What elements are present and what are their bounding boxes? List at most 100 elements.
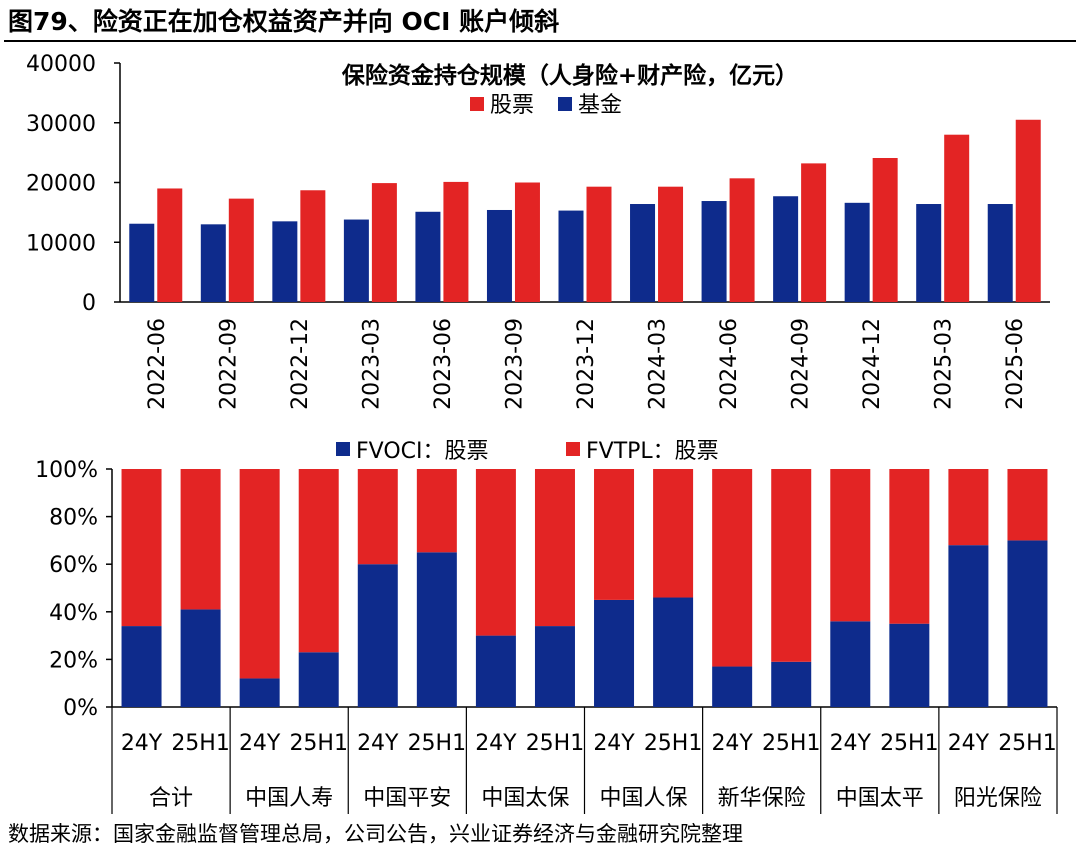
period-label: 25H1 bbox=[289, 731, 348, 756]
bar-fvoci bbox=[830, 621, 871, 707]
bar-fund bbox=[486, 209, 512, 302]
bar-fvoci bbox=[534, 626, 575, 707]
bar-stock bbox=[514, 182, 540, 302]
period-label: 25H1 bbox=[408, 731, 467, 756]
bar-fvoci bbox=[416, 552, 457, 707]
bar-stock bbox=[729, 178, 755, 302]
bar-stock bbox=[1015, 119, 1041, 302]
period-label: 24Y bbox=[830, 731, 872, 756]
x-tick-label: 2024-12 bbox=[860, 318, 885, 410]
bar-fvoci bbox=[653, 597, 694, 707]
x-tick-label: 2025-06 bbox=[1003, 318, 1028, 410]
bar-fvtpl bbox=[594, 469, 635, 600]
bar-fvtpl bbox=[121, 469, 162, 627]
bar-fund bbox=[272, 221, 298, 302]
bar-stock bbox=[658, 186, 684, 302]
legend-swatch-fvoci bbox=[336, 442, 350, 456]
bar-fvoci bbox=[594, 599, 635, 707]
bar-fvtpl bbox=[712, 469, 753, 667]
group-label: 阳光保险 bbox=[954, 786, 1042, 811]
bar-fvoci bbox=[712, 666, 753, 707]
oci-stacked-bar-chart: FVOCI：股票 FVTPL：股票 0% 20% 40% 60% 80% 100% 24Y 25H… bbox=[35, 439, 1058, 814]
period-label: 24Y bbox=[711, 731, 753, 756]
bar-fvoci bbox=[298, 652, 339, 707]
period-label: 25H1 bbox=[526, 731, 585, 756]
bar-fvtpl bbox=[416, 469, 457, 553]
bar-fvoci bbox=[475, 635, 516, 707]
bar-stock bbox=[300, 190, 326, 302]
bar-fvoci bbox=[121, 626, 162, 707]
period-label: 25H1 bbox=[880, 731, 939, 756]
data-source-note: 数据来源：国家金融监督管理总局，公司公告，兴业证券经济与金融研究院整理 bbox=[8, 822, 743, 846]
period-label: 24Y bbox=[475, 731, 517, 756]
bar-fund bbox=[773, 196, 799, 302]
bar-fvoci bbox=[948, 545, 989, 707]
bar-fund bbox=[916, 204, 942, 302]
period-label: 24Y bbox=[593, 731, 635, 756]
period-label: 25H1 bbox=[762, 731, 821, 756]
bar-stock bbox=[157, 188, 183, 302]
group-label: 中国平安 bbox=[363, 786, 451, 811]
bar-stock bbox=[586, 186, 612, 302]
bar-fvtpl bbox=[771, 469, 812, 662]
bar-stock bbox=[443, 181, 469, 302]
period-label: 24Y bbox=[357, 731, 399, 756]
bar-fund bbox=[987, 204, 1013, 302]
bar-fvtpl bbox=[475, 469, 516, 636]
y-tick-label: 0% bbox=[63, 696, 98, 721]
chart-title: 保险资金持仓规模（人身险+财产险，亿元） bbox=[341, 62, 798, 89]
y-tick-label: 80% bbox=[49, 506, 98, 531]
bar-fvtpl bbox=[298, 469, 339, 653]
bar-fvoci bbox=[889, 623, 930, 707]
group-label: 中国太保 bbox=[481, 786, 569, 811]
legend-label-fvoci: FVOCI：股票 bbox=[356, 439, 488, 464]
bar-fund bbox=[200, 224, 226, 302]
period-label: 25H1 bbox=[171, 731, 230, 756]
y-tick-label: 40000 bbox=[26, 52, 96, 77]
x-tick-label: 2022-09 bbox=[216, 318, 241, 410]
x-tick-label: 2024-03 bbox=[646, 318, 671, 410]
bar-fund bbox=[630, 204, 656, 302]
bar-stock bbox=[371, 183, 397, 302]
bar-fvoci bbox=[180, 609, 221, 707]
legend-swatch-fvtpl bbox=[566, 442, 580, 456]
bar-fvoci bbox=[771, 661, 812, 707]
bar-fvoci bbox=[1007, 540, 1048, 707]
y-tick-label: 20% bbox=[49, 648, 98, 673]
legend-swatch-fund bbox=[558, 97, 572, 111]
x-tick-label: 2024-09 bbox=[789, 318, 814, 410]
x-tick-label: 2023-03 bbox=[359, 318, 384, 410]
bar-fvtpl bbox=[948, 469, 989, 546]
group-label: 新华保险 bbox=[718, 786, 806, 811]
x-tick-label: 2023-12 bbox=[574, 318, 599, 410]
bar-fvoci bbox=[357, 564, 398, 707]
legend-label-fund: 基金 bbox=[578, 93, 622, 118]
legend-label-fvtpl: FVTPL：股票 bbox=[586, 439, 719, 464]
group-label: 中国人寿 bbox=[245, 786, 333, 811]
group-label: 合计 bbox=[149, 786, 193, 811]
period-label: 24Y bbox=[239, 731, 281, 756]
figure-title: 图79、险资正在加仓权益资产并向 OCI 账户倾斜 bbox=[8, 7, 560, 36]
x-tick-label: 2024-06 bbox=[717, 318, 742, 410]
period-label: 24Y bbox=[121, 731, 163, 756]
group-label: 中国人保 bbox=[600, 786, 688, 811]
bar-fund bbox=[415, 211, 441, 302]
bar-fund bbox=[558, 210, 584, 302]
title-divider bbox=[4, 40, 1076, 42]
period-label: 24Y bbox=[948, 731, 990, 756]
x-tick-label: 2025-03 bbox=[932, 318, 957, 410]
y-tick-label: 30000 bbox=[26, 112, 96, 137]
bar-fvtpl bbox=[239, 469, 280, 679]
bar-fund bbox=[129, 223, 155, 302]
y-tick-label: 20000 bbox=[26, 172, 96, 197]
x-tick-label: 2023-09 bbox=[502, 318, 527, 410]
bar-fvtpl bbox=[830, 469, 871, 622]
bar-stock bbox=[872, 158, 898, 302]
period-label: 25H1 bbox=[644, 731, 703, 756]
bar-fvtpl bbox=[889, 469, 930, 624]
legend-swatch-stock bbox=[470, 97, 484, 111]
bar-fund bbox=[701, 201, 727, 302]
bar-fvtpl bbox=[534, 469, 575, 627]
bar-stock bbox=[228, 198, 254, 302]
y-tick-label: 100% bbox=[35, 458, 98, 483]
